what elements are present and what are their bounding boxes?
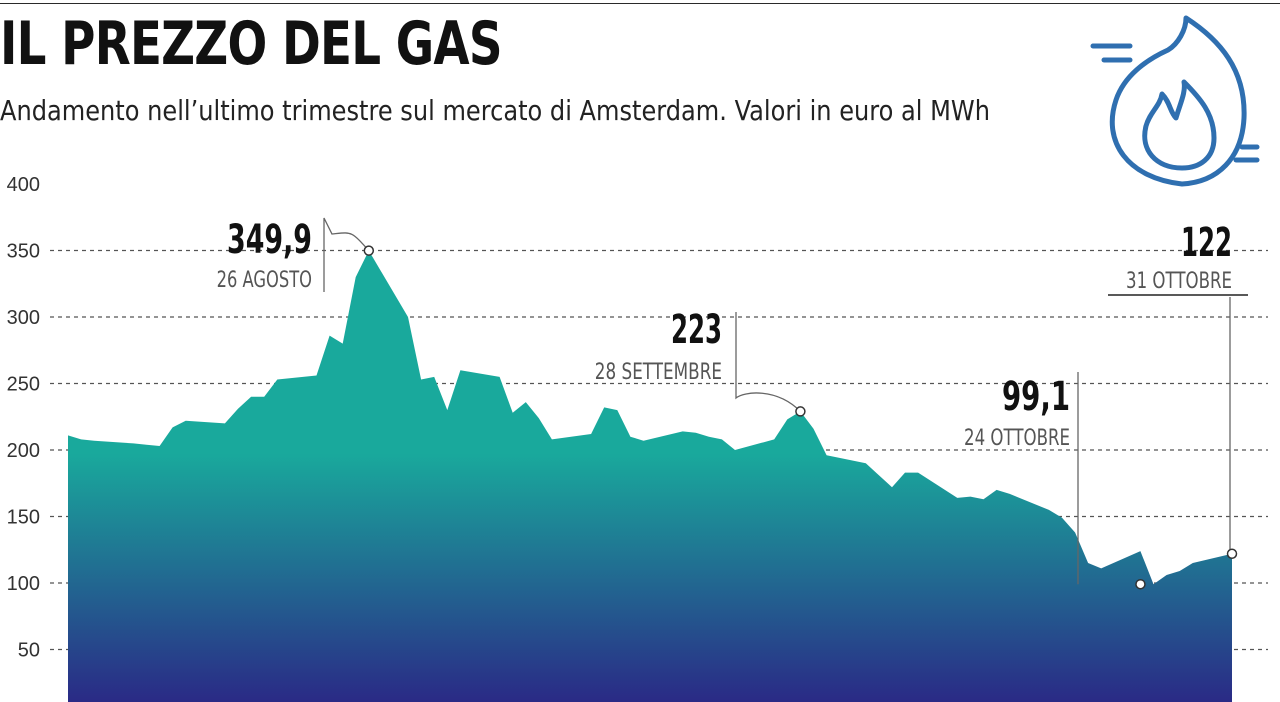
y-tick-label: 200 bbox=[7, 440, 40, 462]
top-rule bbox=[0, 3, 1280, 4]
page-subtitle: Andamento nell’ultimo trimestre sul merc… bbox=[0, 94, 990, 127]
price-area bbox=[68, 250, 1232, 702]
annotation-value: 223 bbox=[671, 307, 722, 353]
annotation-marker bbox=[795, 406, 806, 417]
y-tick-label: 100 bbox=[7, 573, 40, 595]
annotation-date: 24 OTTOBRE bbox=[964, 426, 1070, 451]
annotation-value: 349,9 bbox=[227, 217, 312, 263]
annotation-4: 122 31 OTTOBRE bbox=[1108, 220, 1248, 559]
annotation-date: 26 AGOSTO bbox=[217, 268, 312, 293]
annotation-value: 122 bbox=[1181, 220, 1232, 266]
y-tick-label: 50 bbox=[18, 640, 40, 662]
annotation-value: 99,1 bbox=[1002, 374, 1070, 420]
annotation-marker bbox=[363, 245, 375, 256]
y-tick-label: 300 bbox=[7, 307, 40, 329]
annotation-1: 349,9 26 AGOSTO bbox=[217, 217, 375, 293]
annotations: 349,9 26 AGOSTO 223 28 SETTEMBRE 99,1 24 OTTO… bbox=[217, 217, 1248, 590]
y-tick-label: 350 bbox=[7, 241, 40, 263]
y-tick-label: 400 bbox=[7, 174, 40, 196]
annotation-leader-line bbox=[735, 312, 801, 412]
annotation-marker bbox=[1226, 548, 1238, 559]
annotation-marker bbox=[1135, 578, 1146, 590]
gas-flame-icon bbox=[1090, 15, 1260, 187]
y-tick-label: 150 bbox=[7, 507, 40, 529]
annotation-2: 223 28 SETTEMBRE bbox=[595, 307, 806, 417]
annotation-date: 31 OTTOBRE bbox=[1126, 269, 1232, 294]
page-title: IL PREZZO DEL GAS bbox=[0, 9, 503, 79]
annotation-3: 99,1 24 OTTOBRE bbox=[964, 372, 1146, 590]
y-axis-ticks: 400 350 300 250 200 150 100 50 bbox=[7, 174, 40, 662]
annotation-date: 28 SETTEMBRE bbox=[595, 360, 722, 385]
y-tick-label: 250 bbox=[7, 374, 40, 396]
annotation-leader-line bbox=[323, 217, 370, 292]
